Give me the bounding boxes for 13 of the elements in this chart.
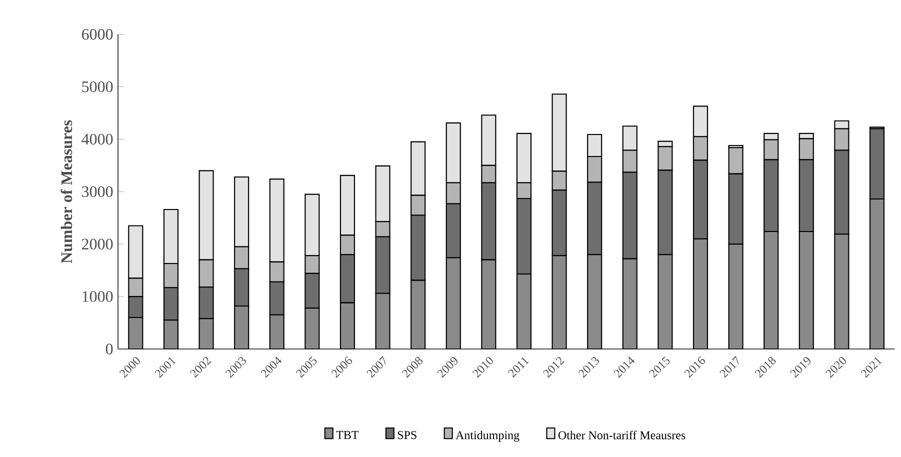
legend-label: SPS (398, 431, 416, 440)
legend-label: Other Non-tariff Meausres (558, 430, 686, 440)
y-tick-label: 0 (106, 344, 113, 354)
y-tick-label: 3000 (82, 186, 113, 198)
y-axis-title: Number of Measures (60, 120, 72, 264)
y-tick-label: 4000 (82, 134, 113, 145)
y-tick-label: 6000 (82, 28, 113, 40)
y-tick-label: 2000 (82, 238, 113, 250)
y-tick-label: 5000 (82, 81, 113, 92)
y-tick-label: 1000 (82, 291, 113, 302)
legend-label: Antidumping (456, 430, 520, 442)
x-tick-label: 2011 (508, 357, 530, 378)
legend-label: TBT (336, 431, 359, 439)
